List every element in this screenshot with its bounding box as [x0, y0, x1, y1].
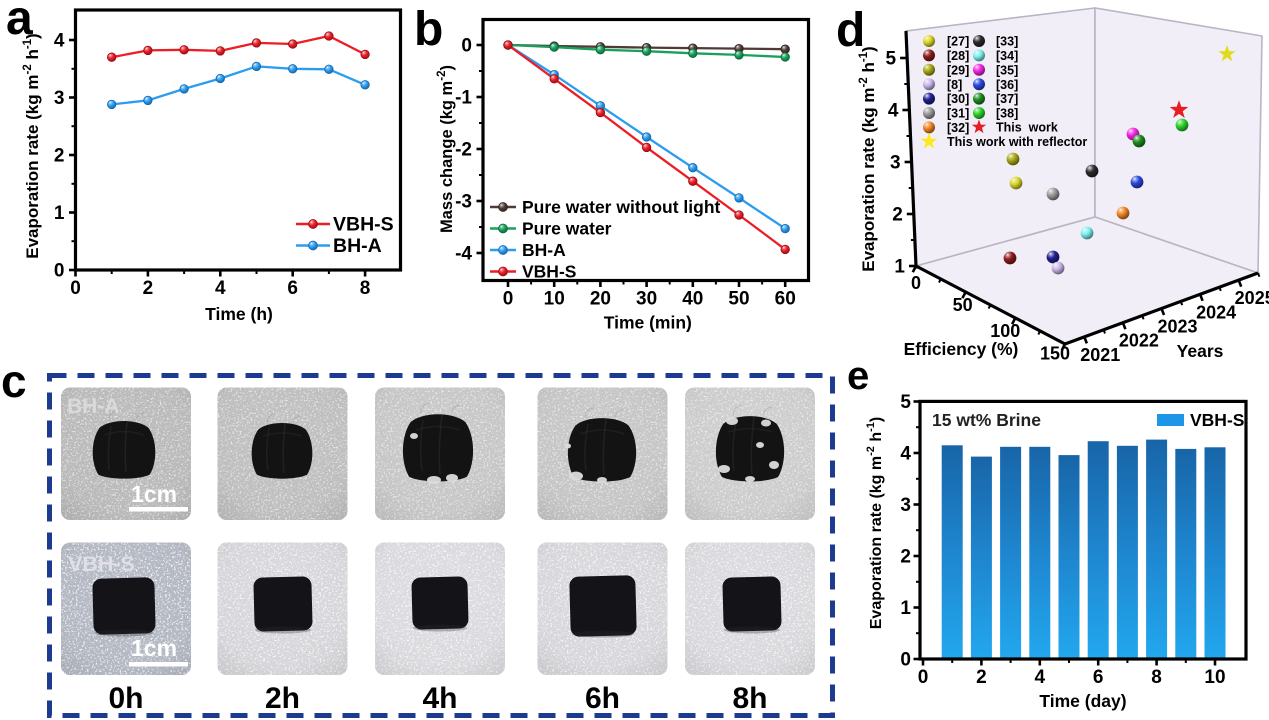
svg-text:4h: 4h: [422, 682, 457, 715]
svg-text:[30]: [30]: [947, 92, 969, 106]
svg-text:100: 100: [990, 321, 1020, 341]
svg-text:-2: -2: [455, 140, 472, 161]
svg-text:2021: 2021: [1080, 345, 1120, 365]
svg-text:0: 0: [918, 667, 929, 688]
svg-text:20: 20: [590, 289, 611, 310]
svg-text:[34]: [34]: [996, 49, 1018, 63]
svg-text:5: 5: [900, 392, 911, 413]
svg-text:0: 0: [54, 261, 65, 282]
svg-text:50: 50: [953, 295, 973, 315]
svg-text:150: 150: [1040, 344, 1070, 364]
svg-text:0: 0: [70, 278, 81, 299]
svg-text:4: 4: [54, 31, 65, 52]
svg-text:3: 3: [890, 153, 901, 174]
svg-text:3: 3: [54, 88, 65, 109]
svg-text:[8]: [8]: [947, 78, 962, 92]
svg-text:2: 2: [143, 278, 154, 299]
svg-text:6: 6: [1093, 667, 1104, 688]
svg-text:VBH-S: VBH-S: [1190, 410, 1244, 430]
svg-text:[36]: [36]: [996, 78, 1018, 92]
svg-text:6h: 6h: [585, 682, 620, 715]
svg-text:1: 1: [54, 203, 65, 224]
svg-text:d: d: [836, 4, 865, 57]
svg-text:4: 4: [900, 444, 911, 465]
svg-text:b: b: [414, 3, 443, 56]
svg-text:-3: -3: [455, 192, 472, 213]
svg-text:2023: 2023: [1157, 317, 1197, 337]
svg-text:4: 4: [888, 101, 899, 122]
svg-text:[32]: [32]: [947, 121, 969, 135]
svg-text:8: 8: [360, 278, 371, 299]
svg-text:Mass change (kg m-2): Mass change (kg m-2): [436, 65, 456, 233]
svg-text:8: 8: [1151, 667, 1162, 688]
svg-text:1cm: 1cm: [131, 635, 177, 661]
svg-text:Pure water: Pure water: [522, 219, 612, 239]
svg-text:Evaporation rate (kg m-2 h-1): Evaporation rate (kg m-2 h-1): [865, 417, 885, 629]
svg-text:1: 1: [894, 257, 905, 278]
svg-text:2h: 2h: [265, 682, 300, 715]
svg-text:8h: 8h: [732, 682, 767, 715]
svg-text:[27]: [27]: [947, 35, 969, 49]
svg-text:2: 2: [892, 205, 903, 226]
svg-text:50: 50: [728, 289, 749, 310]
svg-text:Evaporation rate (kg m-2 h-1): Evaporation rate (kg m-2 h-1): [858, 46, 878, 271]
svg-text:60: 60: [775, 289, 796, 310]
svg-text:3: 3: [900, 495, 911, 516]
svg-text:6: 6: [287, 278, 298, 299]
svg-text:2022: 2022: [1119, 331, 1159, 351]
svg-text:0h: 0h: [108, 682, 143, 715]
svg-text:15 wt% Brine: 15 wt% Brine: [932, 410, 1041, 430]
svg-text:c: c: [1, 355, 27, 407]
svg-text:VBH-S: VBH-S: [522, 262, 576, 282]
svg-text:0: 0: [911, 273, 921, 293]
svg-text:BH-A: BH-A: [67, 395, 120, 418]
svg-text:10: 10: [1204, 667, 1225, 688]
svg-text:a: a: [6, 0, 33, 45]
svg-text:2024: 2024: [1196, 302, 1236, 322]
svg-text:VBH-S: VBH-S: [68, 552, 135, 576]
svg-text:Evaporation rate (kg m-2 h-1): Evaporation rate (kg m-2 h-1): [22, 33, 42, 258]
svg-text:30: 30: [636, 289, 657, 310]
svg-text:4: 4: [215, 278, 226, 299]
svg-text:Efficiency (%): Efficiency (%): [904, 339, 1019, 359]
svg-text:0: 0: [461, 36, 472, 57]
svg-text:-1: -1: [455, 88, 472, 109]
svg-text:1: 1: [900, 598, 911, 619]
svg-text:[33]: [33]: [996, 35, 1018, 49]
svg-text:Years: Years: [1177, 341, 1224, 361]
svg-text:VBH-S: VBH-S: [333, 214, 394, 236]
svg-text:2: 2: [976, 667, 987, 688]
svg-text:[28]: [28]: [947, 49, 969, 63]
svg-text:Time (h): Time (h): [205, 304, 273, 324]
svg-text:2025: 2025: [1235, 288, 1269, 308]
svg-text:40: 40: [682, 289, 703, 310]
svg-text:2: 2: [900, 547, 911, 568]
svg-text:This work with reflector: This work with reflector: [947, 135, 1087, 149]
svg-text:-4: -4: [455, 244, 472, 265]
svg-text:Time (min): Time (min): [604, 313, 692, 333]
svg-text:0: 0: [503, 289, 514, 310]
svg-text:[31]: [31]: [947, 107, 969, 121]
svg-text:[37]: [37]: [996, 92, 1018, 106]
svg-text:BH-A: BH-A: [522, 240, 566, 260]
svg-text:[35]: [35]: [996, 63, 1018, 77]
svg-text:10: 10: [544, 289, 565, 310]
svg-text:0: 0: [900, 650, 911, 671]
svg-text:2: 2: [54, 146, 65, 167]
svg-text:Time (day): Time (day): [1039, 691, 1126, 711]
svg-text:[29]: [29]: [947, 63, 969, 77]
svg-text:BH-A: BH-A: [333, 235, 382, 257]
svg-text:e: e: [847, 354, 869, 398]
svg-text:5: 5: [886, 49, 897, 70]
svg-text:Pure water without light: Pure water without light: [522, 197, 721, 217]
svg-text:This work: This work: [996, 121, 1058, 135]
svg-text:4: 4: [1035, 667, 1046, 688]
svg-text:[38]: [38]: [996, 107, 1018, 121]
svg-text:1cm: 1cm: [131, 481, 177, 507]
